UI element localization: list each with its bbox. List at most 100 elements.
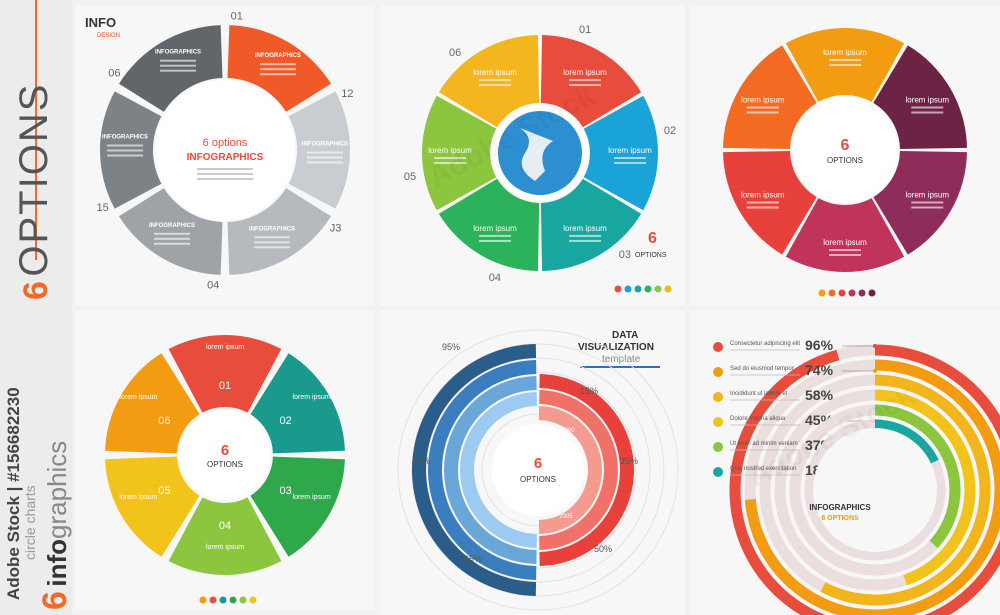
- color-dot: [654, 285, 662, 293]
- warm-segment: [873, 45, 967, 150]
- item-label: Ut enim ad minim veniam: [730, 441, 798, 447]
- center-circle: [180, 410, 270, 500]
- segment-text-line: [160, 69, 197, 72]
- segment-label: INFOGRAPHICS: [302, 141, 348, 147]
- center-text-line: [197, 178, 253, 180]
- color-dot: [614, 285, 622, 293]
- right-ring: [539, 374, 634, 566]
- color-dot: [644, 285, 652, 293]
- center-sub: INFOGRAPHICS: [187, 152, 264, 163]
- segment-number: 01: [231, 11, 243, 23]
- globe-segment: [438, 178, 540, 271]
- item-label: Incididunt ut labore et: [730, 391, 788, 397]
- title-underline: [580, 366, 660, 368]
- progress-ring: [729, 344, 1000, 615]
- segment-number: 06: [158, 415, 170, 427]
- segment-number: 03: [279, 485, 291, 497]
- cycle-segment: [288, 91, 350, 209]
- segment-label: INFOGRAPHICS: [255, 53, 301, 59]
- segment-text-line: [569, 234, 601, 237]
- segment-number: 04: [219, 520, 231, 532]
- center-circle: [813, 428, 937, 552]
- segment-text-line: [154, 242, 191, 245]
- segment-text-line: [746, 111, 779, 114]
- globe-segment: [422, 95, 497, 211]
- segment-text-line: [434, 162, 466, 164]
- warm-segment: [723, 45, 817, 150]
- globe-segment: [438, 35, 540, 128]
- footer-title: INFOGRAPHICS: [809, 503, 871, 512]
- segment-text-line: [614, 162, 646, 164]
- year-label: 1990: [561, 428, 575, 434]
- segment-text-line: [911, 106, 944, 109]
- stock-sub: circle charts: [22, 485, 38, 560]
- segment-label: lorem ipsum: [823, 238, 867, 247]
- segment-label: lorem ipsum: [206, 344, 244, 351]
- segment-text-line: [829, 59, 861, 61]
- segment-text-line: [154, 232, 191, 235]
- cloud-icon: [713, 467, 723, 477]
- title-visualization: VISUALIZATION: [578, 342, 654, 353]
- segment-label: lorem ipsum: [905, 191, 949, 200]
- panel-6-progress-rings: Consectetur adipiscing elit 96% Sed do eiu…: [690, 310, 1000, 615]
- title-template: template: [602, 354, 641, 365]
- segment-text-line: [746, 201, 779, 204]
- grid-ring: [397, 329, 679, 611]
- segment-label: lorem ipsum: [823, 48, 867, 57]
- segment-label: INFOGRAPHICS: [249, 226, 295, 232]
- segment-text-line: [253, 246, 290, 249]
- sidebar-rule-top: [35, 0, 37, 260]
- segment-number: 02: [279, 415, 291, 427]
- title-number: 6: [17, 281, 55, 300]
- segment-number: 02: [664, 125, 676, 137]
- panel-1-svg: INFO DESIGN INFOGRAPHICS 01 INFOGRAPHICS 12 IN…: [85, 11, 353, 292]
- segment-number: 01: [219, 380, 231, 392]
- color-dot: [209, 596, 217, 604]
- item-label: Quis nostrud exercitation: [730, 466, 796, 472]
- segment-number: 06: [108, 68, 120, 80]
- segment-text-line: [911, 206, 944, 209]
- percent-label: 15%: [580, 386, 598, 396]
- year-label: 2015: [501, 428, 515, 434]
- flower-segment: [250, 456, 345, 557]
- panel-1-grey-cycle: INFO DESIGN INFOGRAPHICS 01 INFOGRAPHICS 12 IN…: [75, 5, 375, 305]
- title-data: DATA: [612, 330, 638, 341]
- center-label: OPTIONS: [207, 460, 243, 469]
- year-label: 2010: [491, 478, 505, 484]
- color-dot: [818, 289, 826, 297]
- segment-label: lorem ipsum: [741, 191, 785, 200]
- item-label: Dolore magna aliqua: [730, 416, 786, 422]
- right-ring: [539, 390, 618, 550]
- panel-2-svg: lorem ipsum 01 lorem ipsum 02 lorem ipsum 03 l…: [404, 24, 676, 293]
- segment-text-line: [259, 73, 296, 76]
- pin-icon: [713, 392, 723, 402]
- segment-text-line: [154, 237, 191, 240]
- percent-label: 95%: [442, 342, 460, 352]
- item-label: Consectetur adipiscing elit: [730, 341, 800, 347]
- sidebar-title: 6 OPTIONS: [12, 83, 57, 300]
- percent-label: 65%: [464, 554, 482, 564]
- mail-icon: [713, 417, 723, 427]
- segment-text-line: [160, 64, 197, 67]
- color-dot: [199, 596, 207, 604]
- segment-number: 05: [404, 171, 416, 183]
- item-value: 58%: [805, 387, 834, 403]
- stock-label: Adobe Stock | #156682230: [4, 387, 24, 600]
- gear-icon: [713, 342, 723, 352]
- warm-segment: [785, 198, 905, 272]
- flower-segment: [168, 497, 282, 575]
- progress-ring: [875, 404, 961, 549]
- leader-dot: [873, 344, 877, 348]
- year-label: 1995: [571, 478, 585, 484]
- leader-dot: [873, 369, 877, 373]
- chat-icon: [713, 367, 723, 377]
- center-number: 6: [841, 137, 850, 154]
- flower-segment: [168, 335, 282, 413]
- segment-text-line: [479, 239, 511, 242]
- percent-label: 35%: [620, 456, 638, 466]
- segment-text-line: [434, 157, 466, 159]
- segment-text-line: [911, 111, 944, 114]
- segment-label: lorem ipsum: [473, 224, 517, 233]
- segment-text-line: [253, 241, 290, 244]
- item-value: 96%: [805, 337, 834, 353]
